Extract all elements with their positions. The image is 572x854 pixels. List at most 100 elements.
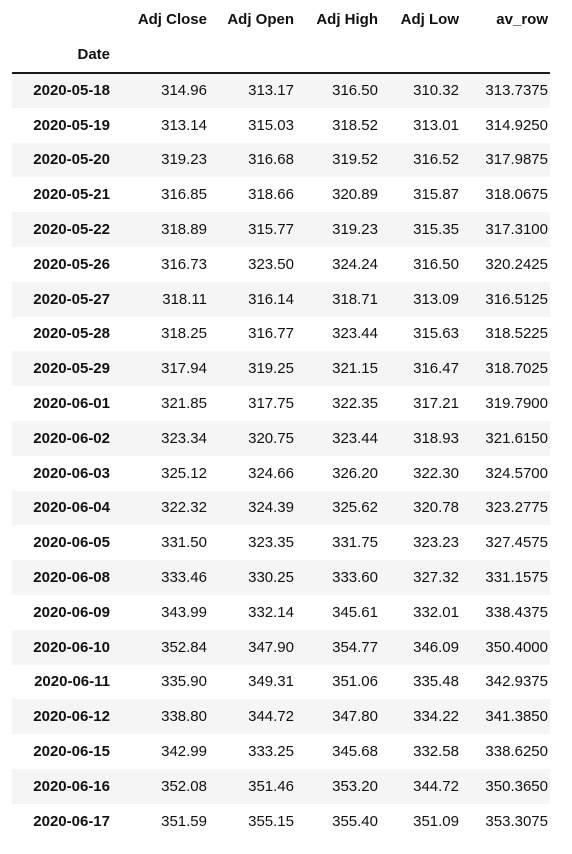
cell-adj-close: 314.96 [161, 82, 207, 100]
cell-adj-low: 315.35 [413, 221, 459, 239]
table-row: 2020-06-17 351.59 355.15 355.40 351.09 353.30… [12, 804, 550, 839]
cell-av-row: 313.7375 [485, 82, 548, 100]
cell-adj-close: 333.46 [161, 569, 207, 587]
cell-adj-high: 323.44 [332, 429, 378, 447]
row-index-date: 2020-06-17 [33, 812, 110, 830]
table-body: 2020-05-18 314.96 313.17 316.50 310.32 313.73… [12, 73, 550, 839]
index-name: Date [12, 37, 112, 74]
table-row: 2020-06-11 335.90 349.31 351.06 335.48 342.93… [12, 665, 550, 700]
cell-adj-close: 352.84 [161, 638, 207, 656]
cell-adj-high: 353.20 [332, 777, 378, 795]
cell-av-row: 314.9250 [485, 116, 548, 134]
cell-adj-close: 338.80 [161, 708, 207, 726]
cell-adj-low: 351.09 [413, 812, 459, 830]
row-index-date: 2020-06-01 [33, 395, 110, 413]
row-index-date: 2020-05-18 [33, 82, 110, 100]
cell-adj-low: 344.72 [413, 777, 459, 795]
cell-adj-close: 322.32 [161, 499, 207, 517]
cell-adj-low: 313.09 [413, 290, 459, 308]
cell-av-row: 318.5225 [485, 325, 548, 343]
cell-adj-open: 323.35 [248, 534, 294, 552]
cell-adj-high: 345.61 [332, 603, 378, 621]
cell-adj-close: 321.85 [161, 395, 207, 413]
cell-adj-high: 354.77 [332, 638, 378, 656]
cell-av-row: 331.1575 [485, 569, 548, 587]
cell-adj-low: 335.48 [413, 673, 459, 691]
table-row: 2020-05-20 319.23 316.68 319.52 316.52 317.98… [12, 142, 550, 178]
cell-adj-high: 345.68 [332, 743, 378, 761]
table-row: 2020-05-18 314.96 313.17 316.50 310.32 313.73… [12, 73, 550, 108]
cell-adj-open: 316.14 [248, 290, 294, 308]
table-row: 2020-06-10 352.84 347.90 354.77 346.09 350.40… [12, 629, 550, 665]
column-header-adj-close: Adj Close [137, 11, 207, 28]
cell-adj-open: 318.66 [248, 186, 294, 204]
cell-adj-open: 355.15 [248, 812, 294, 830]
cell-av-row: 317.9875 [485, 151, 548, 169]
cell-av-row: 342.9375 [485, 673, 548, 691]
cell-adj-low: 327.32 [413, 569, 459, 587]
row-index-date: 2020-06-03 [33, 464, 110, 482]
cell-adj-low: 332.01 [413, 603, 459, 621]
cell-av-row: 317.3100 [485, 221, 548, 239]
cell-adj-low: 313.01 [413, 116, 459, 134]
cell-av-row: 341.3850 [485, 708, 548, 726]
cell-av-row: 323.2775 [485, 499, 548, 517]
row-index-date: 2020-05-26 [33, 255, 110, 273]
cell-adj-close: 318.11 [162, 290, 207, 308]
row-index-date: 2020-06-04 [33, 499, 110, 517]
cell-adj-open: 323.50 [248, 255, 294, 273]
cell-av-row: 320.2425 [485, 255, 548, 273]
cell-adj-open: 349.31 [248, 673, 294, 691]
cell-adj-high: 316.50 [332, 82, 378, 100]
row-index-date: 2020-06-02 [33, 429, 110, 447]
table-row: 2020-05-28 318.25 316.77 323.44 315.63 318.52… [12, 317, 550, 352]
row-index-date: 2020-05-19 [33, 116, 110, 134]
cell-adj-high: 323.44 [332, 325, 378, 343]
row-index-date: 2020-06-11 [34, 673, 110, 691]
cell-adj-low: 317.21 [413, 395, 459, 413]
cell-adj-open: 324.39 [248, 499, 294, 517]
column-header-adj-low: Adj Low [400, 11, 459, 28]
cell-adj-open: 347.90 [248, 638, 294, 656]
table-row: 2020-05-29 317.94 319.25 321.15 316.47 318.70… [12, 351, 550, 387]
table-row: 2020-06-09 343.99 332.14 345.61 332.01 338.43… [12, 595, 550, 630]
row-index-date: 2020-06-10 [33, 638, 110, 656]
column-header-av-row: av_row [496, 11, 548, 28]
cell-adj-high: 325.62 [332, 499, 378, 517]
cell-adj-close: 331.50 [161, 534, 207, 552]
cell-adj-open: 351.46 [248, 777, 294, 795]
cell-av-row: 338.4375 [485, 603, 548, 621]
table-row: 2020-05-22 318.89 315.77 319.23 315.35 317.31… [12, 212, 550, 247]
table-row: 2020-06-02 323.34 320.75 323.44 318.93 321.61… [12, 420, 550, 456]
cell-adj-high: 321.15 [332, 360, 378, 378]
cell-adj-open: 332.14 [248, 603, 294, 621]
cell-adj-low: 318.93 [413, 429, 459, 447]
row-index-date: 2020-06-16 [33, 777, 110, 795]
cell-av-row: 318.7025 [485, 360, 548, 378]
cell-av-row: 316.5125 [485, 290, 548, 308]
cell-adj-close: 342.99 [161, 743, 207, 761]
table-row: 2020-06-15 342.99 333.25 345.68 332.58 338.62… [12, 734, 550, 769]
row-index-date: 2020-06-15 [33, 743, 110, 761]
dataframe-table: Adj Close Adj Open Adj High Adj Low av_r… [12, 2, 550, 839]
table-row: 2020-06-05 331.50 323.35 331.75 323.23 327.45… [12, 525, 550, 560]
cell-adj-high: 333.60 [332, 569, 378, 587]
row-index-date: 2020-06-09 [33, 603, 110, 621]
cell-adj-high: 322.35 [332, 395, 378, 413]
cell-adj-low: 316.50 [413, 255, 459, 273]
cell-adj-low: 322.30 [413, 464, 459, 482]
cell-adj-close: 319.23 [161, 151, 207, 169]
cell-adj-low: 316.52 [413, 151, 459, 169]
table-row: 2020-05-27 318.11 316.14 318.71 313.09 316.51… [12, 281, 550, 317]
cell-adj-close: 343.99 [161, 603, 207, 621]
cell-adj-high: 320.89 [332, 186, 378, 204]
cell-av-row: 319.7900 [485, 395, 548, 413]
table-row: 2020-06-16 352.08 351.46 353.20 344.72 350.36… [12, 768, 550, 804]
cell-av-row: 350.4000 [485, 638, 548, 656]
cell-adj-open: 316.68 [248, 151, 294, 169]
cell-adj-high: 318.52 [332, 116, 378, 134]
cell-adj-high: 319.23 [332, 221, 378, 239]
cell-adj-close: 318.25 [161, 325, 207, 343]
table-row: 2020-06-12 338.80 344.72 347.80 334.22 341.38… [12, 699, 550, 735]
